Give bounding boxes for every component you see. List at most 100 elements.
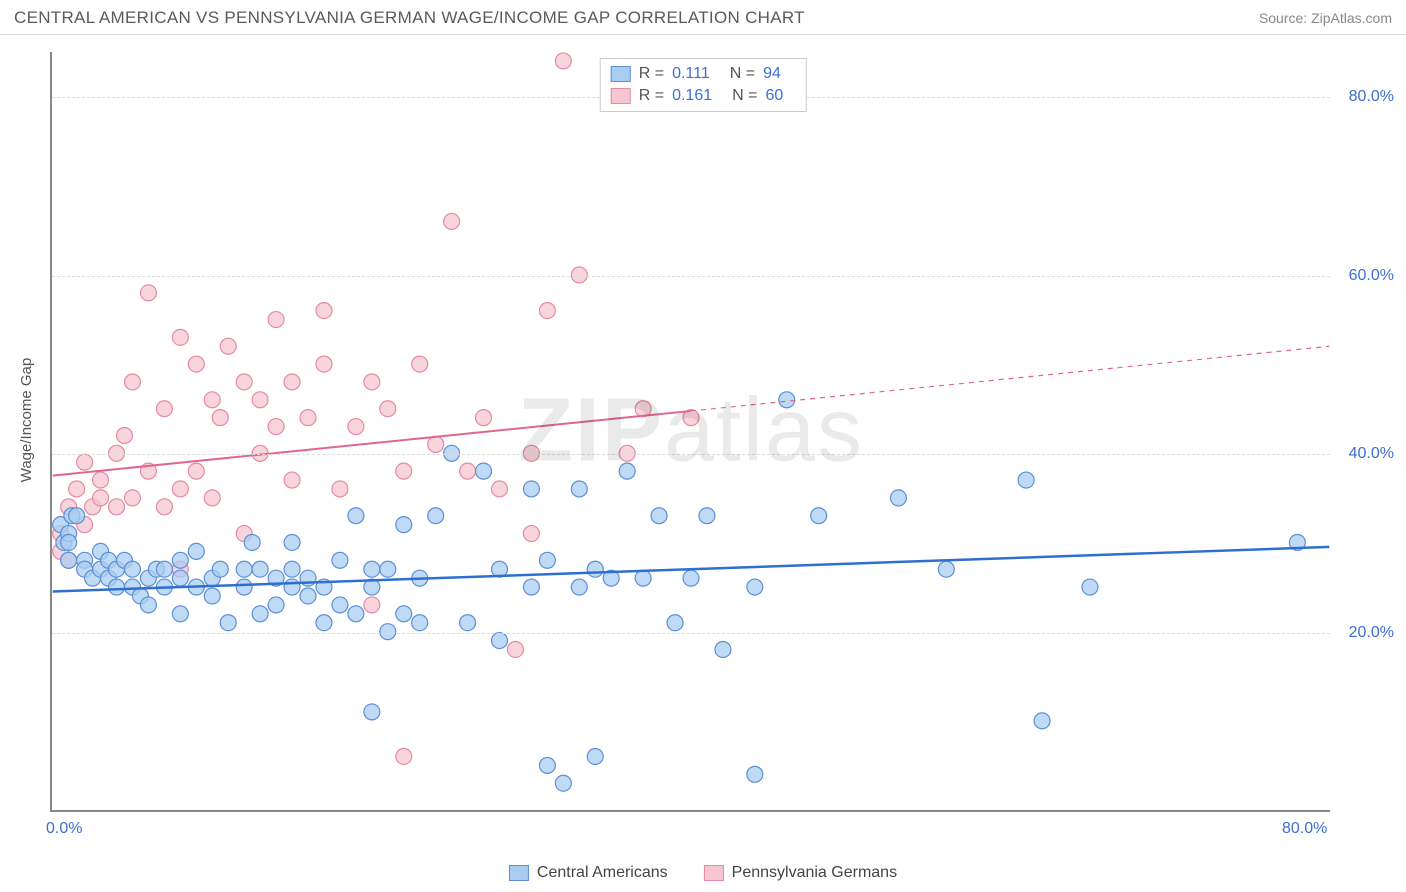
swatch-series-0 xyxy=(611,66,631,82)
data-point xyxy=(571,481,587,497)
data-point xyxy=(236,561,252,577)
data-point xyxy=(284,472,300,488)
data-point xyxy=(396,463,412,479)
data-point xyxy=(236,374,252,390)
legend-series: Central Americans Pennsylvania Germans xyxy=(509,864,897,882)
legend-stats: R = 0.111 N = 94 R = 0.161 N = 60 xyxy=(600,58,807,112)
data-point xyxy=(268,597,284,613)
data-point xyxy=(69,481,85,497)
data-point xyxy=(332,481,348,497)
swatch-bottom-1 xyxy=(704,865,724,881)
data-point xyxy=(428,508,444,524)
data-point xyxy=(284,374,300,390)
data-point xyxy=(380,624,396,640)
data-point xyxy=(316,615,332,631)
data-point xyxy=(124,490,140,506)
data-point xyxy=(1018,472,1034,488)
data-point xyxy=(212,561,228,577)
data-point xyxy=(635,570,651,586)
data-point xyxy=(109,579,125,595)
data-point xyxy=(316,356,332,372)
data-point xyxy=(667,615,683,631)
data-point xyxy=(380,561,396,577)
swatch-series-1 xyxy=(611,88,631,104)
y-axis-label: Wage/Income Gap xyxy=(18,358,35,483)
data-point xyxy=(555,53,571,69)
data-point xyxy=(124,374,140,390)
data-point xyxy=(172,570,188,586)
n-value-1: 60 xyxy=(765,87,783,105)
data-point xyxy=(140,285,156,301)
data-point xyxy=(156,401,172,417)
data-point xyxy=(587,561,603,577)
y-tick-label: 20.0% xyxy=(1349,624,1394,642)
data-point xyxy=(172,552,188,568)
legend-item-0: Central Americans xyxy=(509,864,668,882)
data-point xyxy=(268,312,284,328)
plot-area: ZIPatlas 20.0%40.0%60.0%80.0%0.0%80.0% xyxy=(50,52,1330,812)
data-point xyxy=(747,766,763,782)
data-point xyxy=(93,490,109,506)
data-point xyxy=(220,338,236,354)
data-point xyxy=(244,534,260,550)
data-point xyxy=(571,579,587,595)
data-point xyxy=(140,597,156,613)
data-point xyxy=(380,401,396,417)
data-point xyxy=(109,499,125,515)
data-point xyxy=(699,508,715,524)
data-point xyxy=(460,615,476,631)
data-point xyxy=(348,508,364,524)
data-point xyxy=(539,757,555,773)
data-point xyxy=(779,392,795,408)
data-point xyxy=(412,615,428,631)
data-point xyxy=(507,642,523,658)
data-point xyxy=(316,303,332,319)
data-point xyxy=(396,749,412,765)
data-point xyxy=(284,561,300,577)
data-point xyxy=(460,463,476,479)
x-tick-label: 80.0% xyxy=(1282,820,1327,838)
swatch-bottom-0 xyxy=(509,865,529,881)
data-point xyxy=(811,508,827,524)
data-point xyxy=(938,561,954,577)
data-point xyxy=(364,374,380,390)
data-point xyxy=(284,534,300,550)
n-value-0: 94 xyxy=(763,65,781,83)
data-point xyxy=(523,579,539,595)
data-point xyxy=(492,481,508,497)
data-point xyxy=(204,588,220,604)
r-label-0: R = xyxy=(639,65,664,83)
data-point xyxy=(444,445,460,461)
data-point xyxy=(747,579,763,595)
data-point xyxy=(364,561,380,577)
grid-line xyxy=(52,276,1330,277)
data-point xyxy=(523,445,539,461)
data-point xyxy=(124,561,140,577)
chart-source: Source: ZipAtlas.com xyxy=(1259,10,1392,26)
data-point xyxy=(188,356,204,372)
data-point xyxy=(252,561,268,577)
r-label-1: R = xyxy=(639,87,664,105)
r-value-0: 0.111 xyxy=(672,65,710,83)
data-point xyxy=(523,526,539,542)
data-point xyxy=(69,508,85,524)
data-point xyxy=(268,419,284,435)
data-point xyxy=(300,588,316,604)
data-point xyxy=(555,775,571,791)
data-point xyxy=(1082,579,1098,595)
data-point xyxy=(1034,713,1050,729)
data-point xyxy=(77,454,93,470)
x-tick-label: 0.0% xyxy=(46,820,82,838)
n-label-1: N = xyxy=(732,87,757,105)
data-point xyxy=(539,552,555,568)
data-point xyxy=(300,410,316,426)
data-point xyxy=(348,606,364,622)
data-point xyxy=(252,606,268,622)
data-point xyxy=(61,552,77,568)
data-point xyxy=(651,508,667,524)
data-point xyxy=(172,606,188,622)
legend-label-0: Central Americans xyxy=(537,864,668,882)
data-point xyxy=(890,490,906,506)
scatter-svg xyxy=(52,52,1330,810)
data-point xyxy=(332,552,348,568)
